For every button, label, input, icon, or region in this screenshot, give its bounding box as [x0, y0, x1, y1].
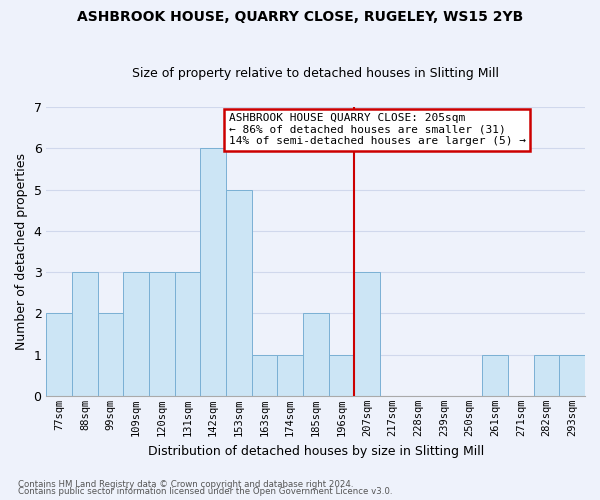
Text: Contains HM Land Registry data © Crown copyright and database right 2024.: Contains HM Land Registry data © Crown c…: [18, 480, 353, 489]
Bar: [303, 314, 329, 396]
Bar: [482, 354, 508, 396]
Bar: [277, 354, 303, 396]
Bar: [329, 354, 354, 396]
Bar: [46, 314, 72, 396]
Y-axis label: Number of detached properties: Number of detached properties: [15, 153, 28, 350]
Bar: [98, 314, 124, 396]
Text: Contains public sector information licensed under the Open Government Licence v3: Contains public sector information licen…: [18, 487, 392, 496]
Bar: [559, 354, 585, 396]
Bar: [149, 272, 175, 396]
Title: Size of property relative to detached houses in Slitting Mill: Size of property relative to detached ho…: [132, 66, 499, 80]
Bar: [534, 354, 559, 396]
Bar: [251, 354, 277, 396]
Bar: [226, 190, 251, 396]
Bar: [354, 272, 380, 396]
X-axis label: Distribution of detached houses by size in Slitting Mill: Distribution of detached houses by size …: [148, 444, 484, 458]
Bar: [200, 148, 226, 396]
Text: ASHBROOK HOUSE, QUARRY CLOSE, RUGELEY, WS15 2YB: ASHBROOK HOUSE, QUARRY CLOSE, RUGELEY, W…: [77, 10, 523, 24]
Text: ASHBROOK HOUSE QUARRY CLOSE: 205sqm
← 86% of detached houses are smaller (31)
14: ASHBROOK HOUSE QUARRY CLOSE: 205sqm ← 86…: [229, 113, 526, 146]
Bar: [124, 272, 149, 396]
Bar: [72, 272, 98, 396]
Bar: [175, 272, 200, 396]
